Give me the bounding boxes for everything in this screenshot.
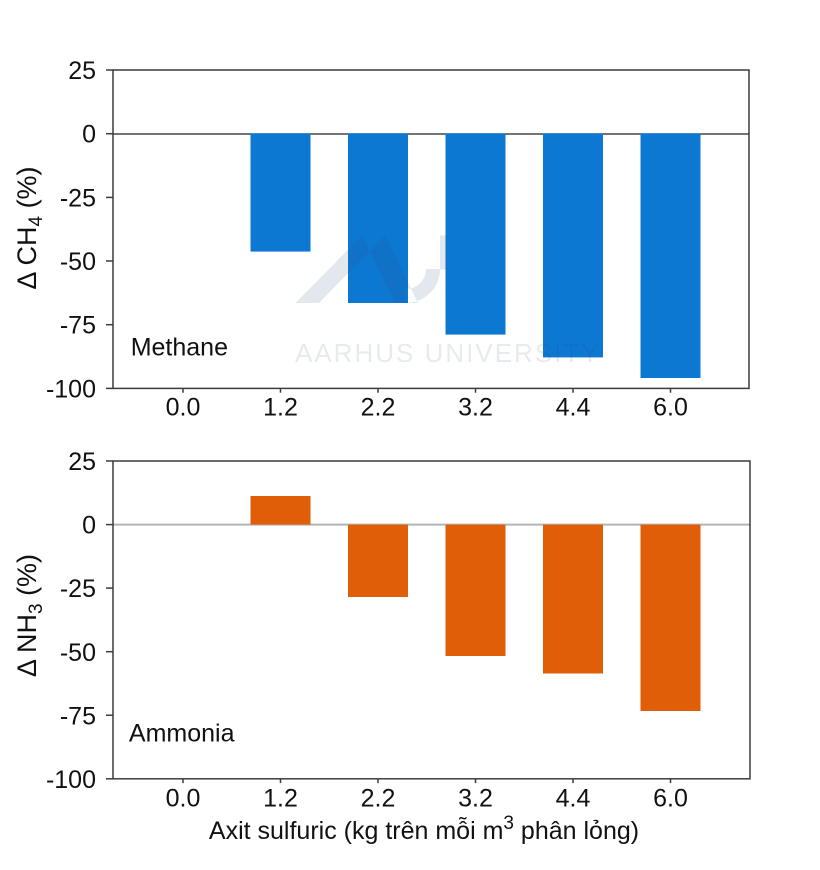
svg-text:25: 25 [68,448,96,476]
svg-text:0: 0 [82,512,96,540]
svg-text:0.0: 0.0 [166,784,201,812]
svg-text:6.0: 6.0 [653,784,688,812]
svg-text:Methane: Methane [131,334,228,362]
svg-text:1.2: 1.2 [263,784,298,812]
svg-text:0: 0 [82,121,96,149]
svg-text:AARHUS UNIVERSITY: AARHUS UNIVERSITY [295,338,601,368]
svg-text:Ammonia: Ammonia [129,719,235,747]
svg-text:2.2: 2.2 [361,784,396,812]
svg-text:-50: -50 [60,639,96,667]
svg-text:Δ CH4 (%): Δ CH4 (%) [12,166,47,289]
svg-text:3.2: 3.2 [458,784,493,812]
svg-text:3.2: 3.2 [458,393,493,421]
svg-text:2.2: 2.2 [361,393,396,421]
svg-text:-75: -75 [60,312,96,340]
svg-text:-100: -100 [46,375,96,403]
svg-text:4.4: 4.4 [556,393,591,421]
svg-text:0.0: 0.0 [166,393,201,421]
svg-text:4.4: 4.4 [556,784,591,812]
svg-text:Axit sulfuric (kg trên mỗi m3: Axit sulfuric (kg trên mỗi m3 phân lỏng) [209,813,639,845]
svg-text:-50: -50 [60,248,96,276]
svg-text:-25: -25 [60,184,96,212]
svg-text:25: 25 [68,57,96,85]
svg-text:Δ NH3 (%): Δ NH3 (%) [12,554,47,677]
svg-text:1.2: 1.2 [263,393,298,421]
svg-text:6.0: 6.0 [653,393,688,421]
svg-text:-75: -75 [60,702,96,730]
svg-text:-25: -25 [60,575,96,603]
svg-text:-100: -100 [46,766,96,794]
